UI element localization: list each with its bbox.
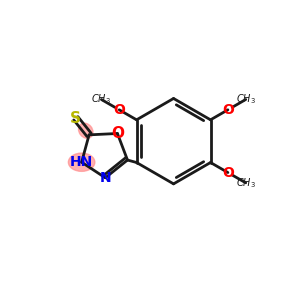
Text: S: S	[70, 111, 81, 126]
Text: $CH_3$: $CH_3$	[236, 93, 256, 106]
Text: $CH_3$: $CH_3$	[92, 93, 111, 106]
Text: O: O	[113, 103, 125, 117]
Ellipse shape	[79, 123, 93, 138]
Text: HN: HN	[70, 155, 93, 169]
Text: $CH_3$: $CH_3$	[236, 176, 256, 190]
Text: N: N	[100, 171, 111, 185]
Text: O: O	[222, 166, 234, 179]
Ellipse shape	[68, 153, 95, 171]
Text: O: O	[111, 126, 124, 141]
Text: O: O	[222, 103, 234, 117]
